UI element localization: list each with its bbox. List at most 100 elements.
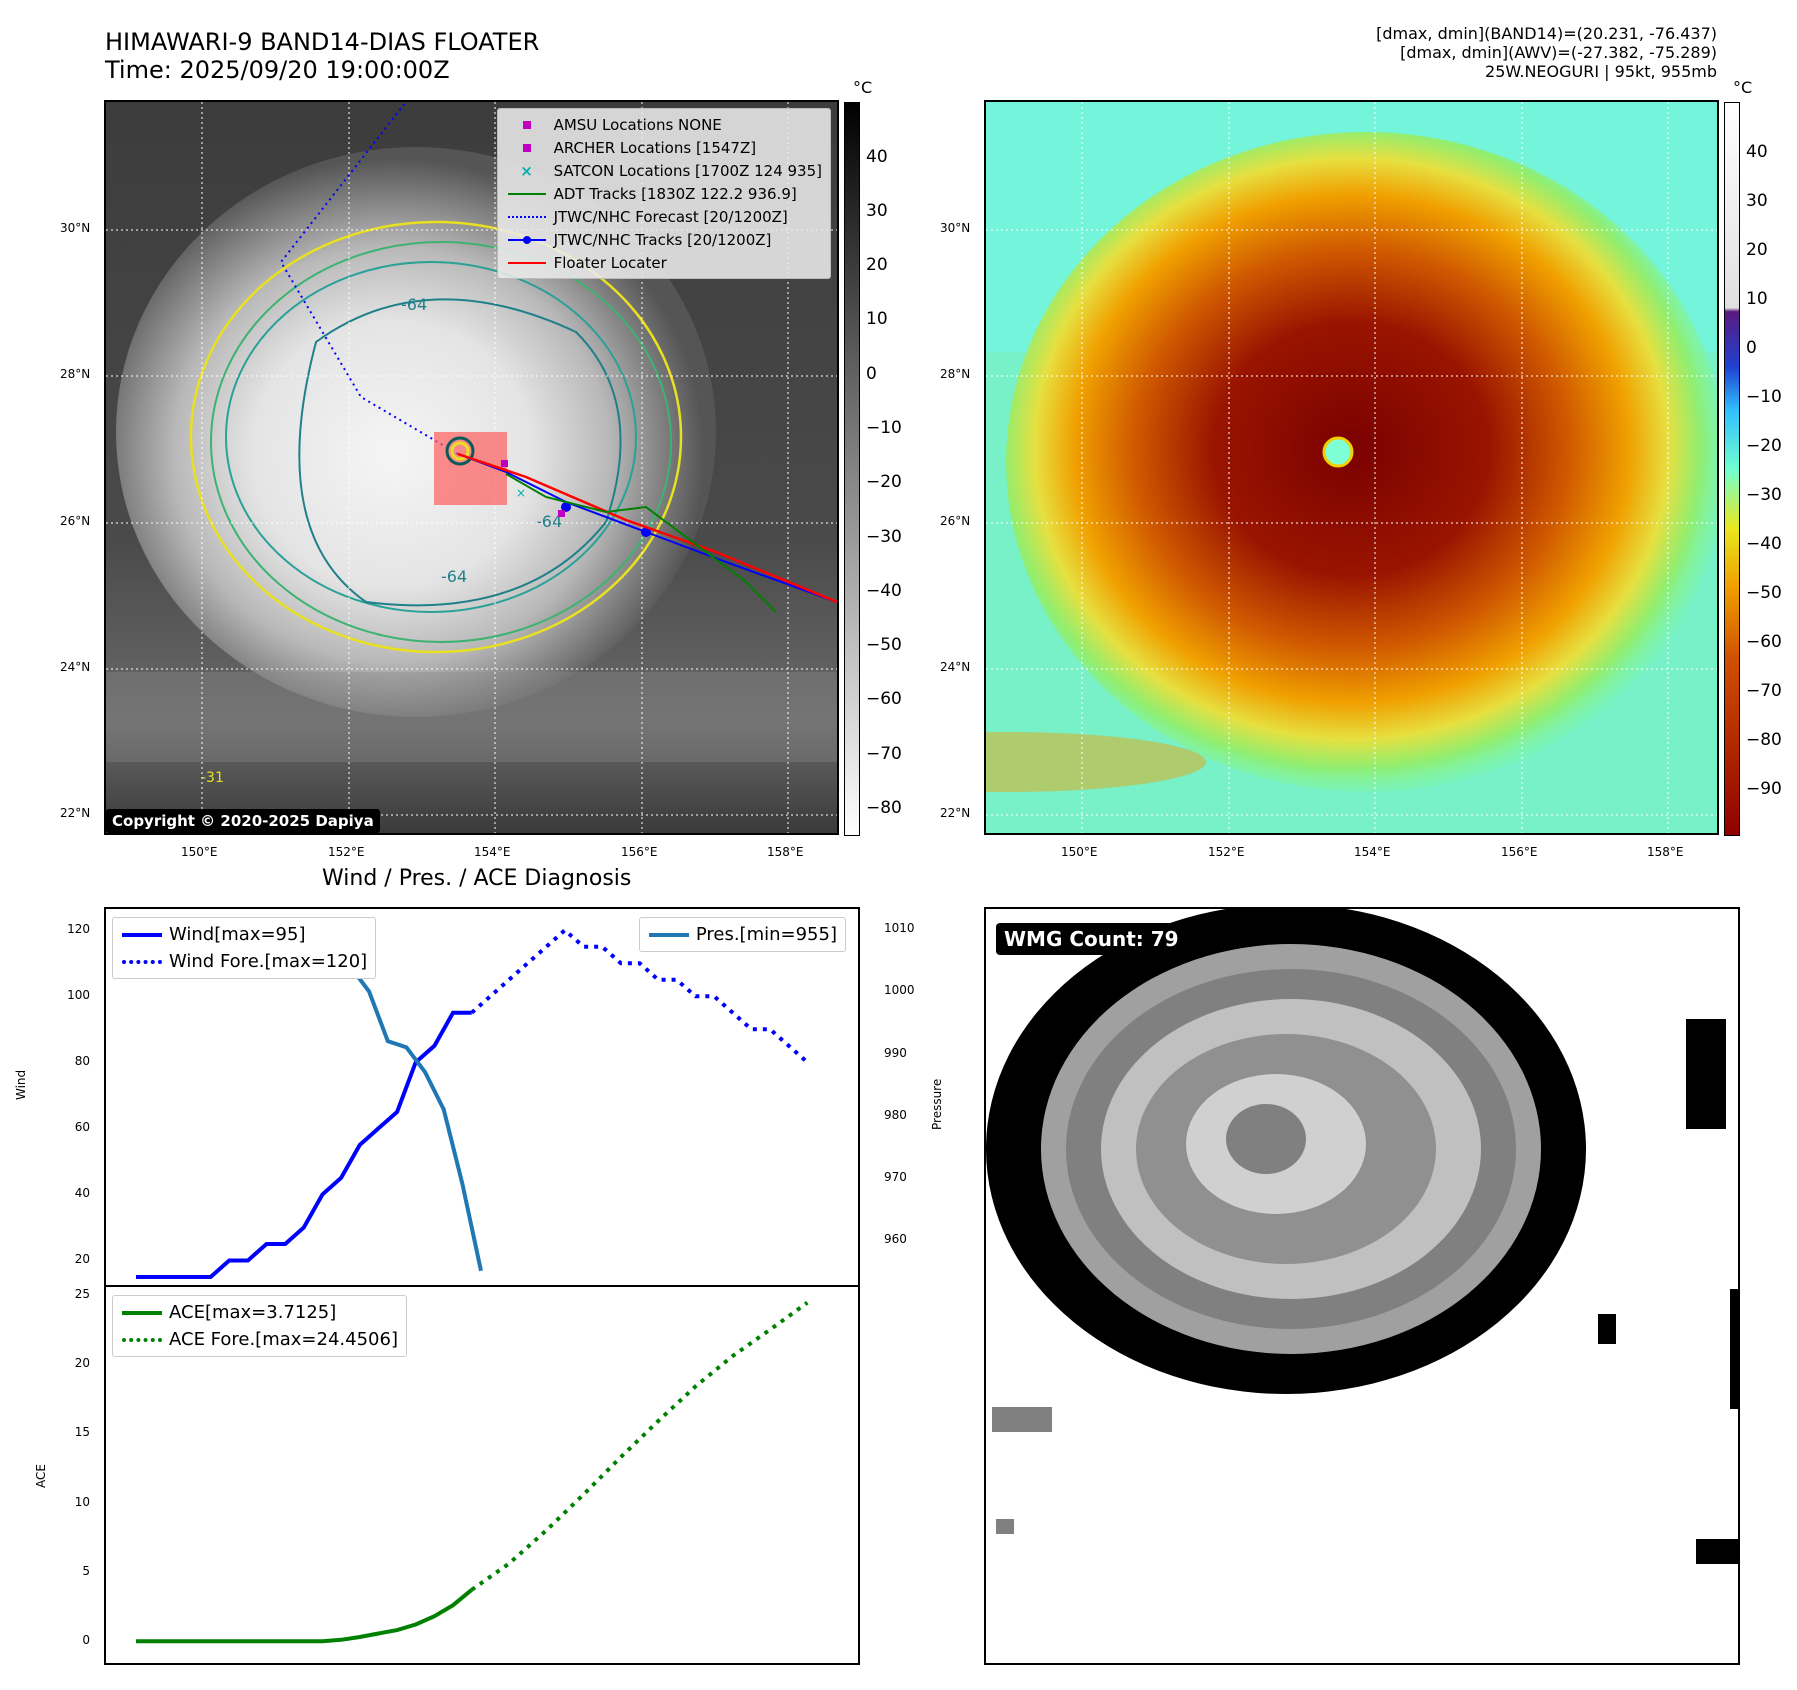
cb-gray-tick: −30	[866, 527, 902, 547]
cb-color-tick: −20	[1746, 436, 1782, 456]
lat-label-22-r: 22°N	[940, 806, 971, 820]
wmg-svg	[986, 909, 1738, 1663]
colorbar-color	[1724, 102, 1740, 836]
legend-amsu: AMSU Locations NONE	[506, 113, 822, 136]
tick-label: 15	[74, 1425, 90, 1440]
lon-label-152: 152°E	[328, 845, 365, 859]
cb-color-tick: −30	[1746, 485, 1782, 505]
cb-gray-tick: −70	[866, 744, 902, 764]
eye-contour	[445, 436, 475, 466]
tick-label: 10	[74, 1494, 90, 1509]
wmg-blob-6	[1730, 1289, 1738, 1409]
contour-label-1: -64	[401, 295, 427, 314]
cb-color-tick: −50	[1746, 583, 1782, 603]
wmg-count-badge: WMG Count: 79	[996, 923, 1187, 955]
wmg-panel: WMG Count: 79	[984, 907, 1740, 1665]
wind-ylabel: Wind	[14, 1069, 28, 1100]
legend-floater: Floater Locater	[506, 251, 822, 274]
lat-label-26-r: 26°N	[940, 514, 971, 528]
info-storm: 25W.NEOGURI | 95kt, 955mb	[1485, 62, 1717, 81]
wmg-blob-5	[1696, 1539, 1738, 1564]
ace-panel: ACE[max=3.7125] ACE Fore.[max=24.4506]	[104, 1285, 860, 1665]
tick-label: 1000	[884, 983, 915, 998]
lon-label-154: 154°E	[474, 845, 511, 859]
cb-color-tick: 0	[1746, 338, 1757, 358]
satcon-marker: ×	[516, 486, 526, 500]
tick-label: 120	[67, 922, 90, 937]
cb-gray-tick: 20	[866, 255, 888, 275]
wind-legend-item: Wind[max=95]	[121, 921, 367, 948]
eye-contour-inner	[450, 441, 470, 461]
jtwc-point-2	[641, 527, 651, 537]
lat-label-30-r: 30°N	[940, 221, 971, 235]
copyright-badge: Copyright © 2020-2025 Dapiya	[106, 809, 380, 833]
lon-label-152-r: 152°E	[1208, 845, 1245, 859]
wmg-blob-4	[996, 1519, 1014, 1534]
lat-label-28: 28°N	[60, 367, 91, 381]
cb-gray-tick: −20	[866, 472, 902, 492]
cb-color-tick: 40	[1746, 142, 1768, 162]
jtwc-track	[457, 453, 837, 603]
wmg-blob-3	[992, 1407, 1052, 1432]
info-band14: [dmax, dmin](BAND14)=(20.231, -76.437)	[1376, 24, 1717, 43]
legend-archer: ARCHER Locations [1547Z]	[506, 136, 822, 159]
cb-color-tick: 30	[1746, 191, 1768, 211]
cb-color-tick: 20	[1746, 240, 1768, 260]
tick-label: 100	[67, 988, 90, 1003]
color-eye	[1322, 436, 1354, 468]
lon-label-154-r: 154°E	[1354, 845, 1391, 859]
series-line-pres-0	[164, 927, 483, 1272]
contour-green	[210, 241, 672, 643]
series-line-wind-0	[136, 1010, 472, 1279]
cb-gray-tick: 40	[866, 147, 888, 167]
legend-adt: ADT Tracks [1830Z 122.2 936.9]	[506, 182, 822, 205]
lat-label-30: 30°N	[60, 221, 91, 235]
lat-label-26: 26°N	[60, 514, 91, 528]
lat-label-24: 24°N	[60, 660, 91, 674]
color-gridlines	[986, 102, 1717, 833]
cb-color-tick: −10	[1746, 387, 1782, 407]
diagnosis-title: Wind / Pres. / ACE Diagnosis	[322, 866, 632, 891]
ace-svg	[136, 1300, 809, 1644]
tick-label: 5	[82, 1563, 90, 1578]
colorbar-color-unit: °C	[1733, 78, 1753, 97]
tick-label: 80	[74, 1054, 90, 1069]
figure-title: HIMAWARI-9 BAND14-DIAS FLOATER	[105, 28, 540, 56]
legend-satcon: × SATCON Locations [1700Z 124 935]	[520, 161, 822, 180]
wmg-eye	[1226, 1104, 1306, 1174]
series-line-wind-1	[470, 927, 809, 1064]
tick-label: 20	[74, 1252, 90, 1267]
lon-label-158: 158°E	[767, 845, 804, 859]
wmg-blob-1	[1686, 1019, 1726, 1129]
lat-label-28-r: 28°N	[940, 367, 971, 381]
cb-color-tick: 10	[1746, 289, 1768, 309]
jtwc-point-1	[561, 502, 571, 512]
cb-gray-tick: 10	[866, 309, 888, 329]
cb-gray-tick: 30	[866, 201, 888, 221]
wind-legend: Wind[max=95] Wind Fore.[max=120]	[112, 917, 377, 979]
cb-gray-tick: −80	[866, 798, 902, 818]
colorbar-gray	[844, 102, 860, 836]
contour-label-3: -64	[441, 567, 467, 586]
cb-color-tick: −80	[1746, 730, 1782, 750]
pres-legend-item: Pres.[min=955]	[648, 921, 837, 948]
ace-fore-legend-item: ACE Fore.[max=24.4506]	[121, 1326, 398, 1353]
ace-legend-item: ACE[max=3.7125]	[121, 1299, 398, 1326]
floater-locater-track	[457, 452, 837, 604]
legend-jtwc-tracks: JTWC/NHC Tracks [20/1200Z]	[506, 228, 822, 251]
info-awv: [dmax, dmin](AWV)=(-27.382, -75.289)	[1400, 43, 1717, 62]
color-storm	[1006, 132, 1717, 792]
color-ir-panel	[984, 100, 1719, 835]
color-band-south	[986, 732, 1206, 792]
cb-gray-tick: −60	[866, 689, 902, 709]
figure-time: Time: 2025/09/20 19:00:00Z	[105, 56, 450, 84]
series-line-ace-1	[470, 1300, 809, 1592]
colorbar-gray-unit: °C	[853, 78, 873, 97]
tick-label: 970	[884, 1169, 907, 1184]
archer-marker	[501, 460, 508, 467]
contour-label-4: -31	[201, 770, 224, 786]
ace-ylabel: ACE	[34, 1464, 48, 1488]
lon-label-156-r: 156°E	[1501, 845, 1538, 859]
lat-label-24-r: 24°N	[940, 660, 971, 674]
cb-color-tick: −70	[1746, 681, 1782, 701]
